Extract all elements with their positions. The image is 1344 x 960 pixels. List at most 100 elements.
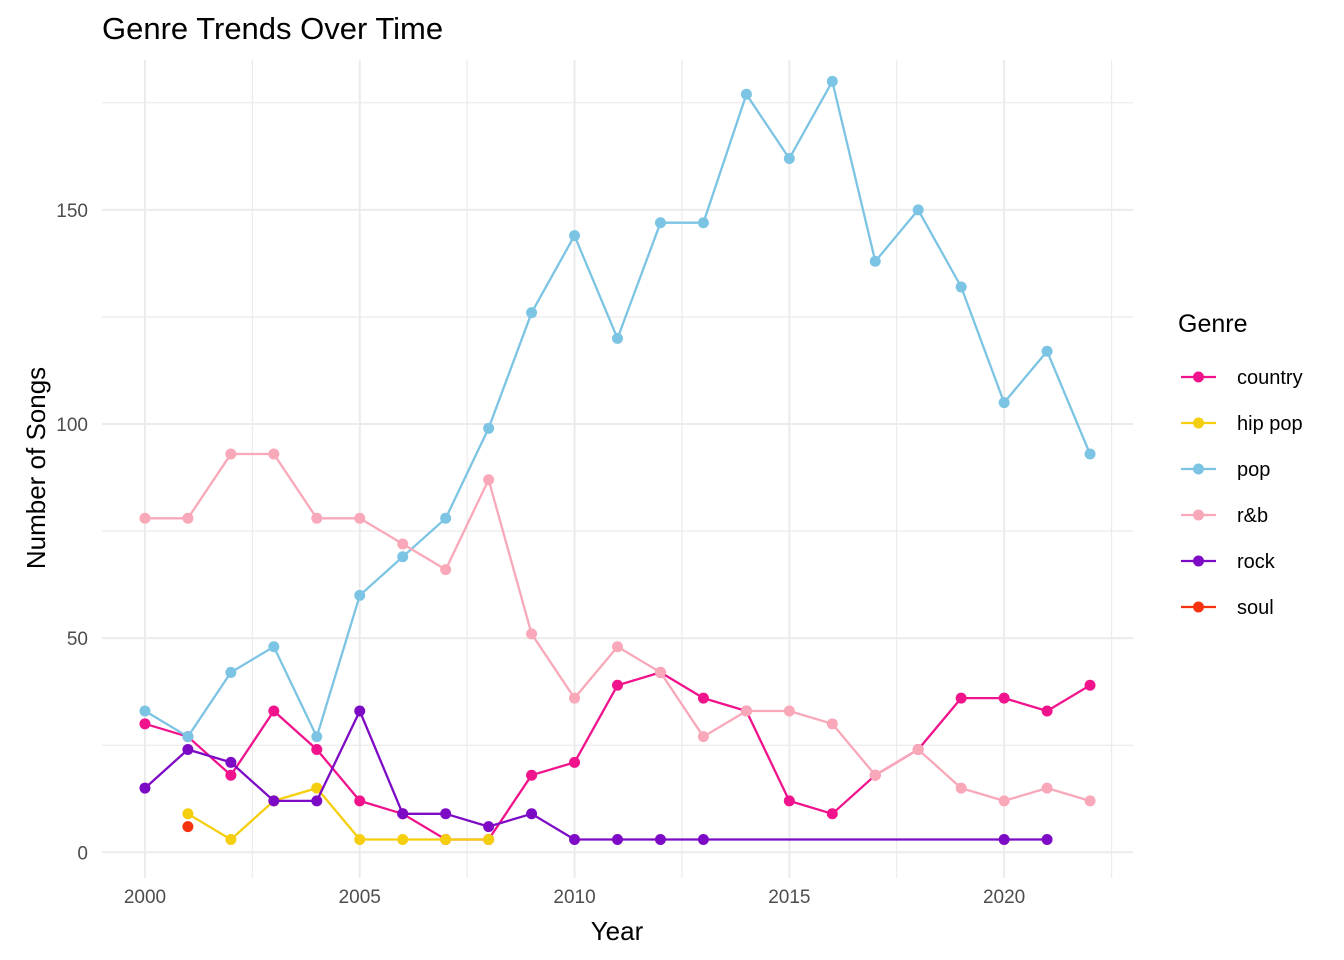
data-point [697,692,709,704]
legend-label: rock [1237,551,1276,573]
data-point [998,397,1010,409]
data-point [1041,705,1053,717]
data-point [998,833,1010,845]
data-point [354,589,366,601]
series-soul [182,821,194,833]
data-point [612,332,623,344]
legend-item: rock [1181,551,1276,573]
data-point [526,769,538,781]
data-point [225,666,237,678]
data-point [740,88,752,100]
data-point [826,808,838,820]
series-line [145,452,1091,803]
data-point [826,75,838,87]
data-point [182,744,194,756]
data-point [139,782,151,794]
data-point [612,679,623,691]
data-point [783,705,795,717]
data-point [955,692,967,704]
data-point [869,769,881,781]
y-tick-label: 150 [56,201,88,222]
y-tick-label: 100 [56,415,88,436]
legend-label: pop [1237,459,1270,481]
legend-key-point [1193,417,1204,429]
data-point [354,833,366,845]
data-point [697,217,709,229]
legend: Genre country hip pop pop r&b rock soul [1178,310,1303,619]
legend-label: soul [1237,597,1274,619]
data-point [268,795,280,807]
data-point [1084,448,1096,460]
data-point [311,795,323,807]
legend-item: country [1181,367,1303,389]
series-layer [139,75,1096,845]
data-point [440,564,452,576]
legend-item: soul [1181,597,1274,619]
data-point [526,628,538,640]
data-point [397,808,409,820]
tick-labels: 2000 2005 2010 2015 2020 0 50 100 150 [56,201,1025,908]
data-point [526,808,538,820]
series-country [139,666,1096,845]
chart-title: Genre Trends Over Time [102,11,443,46]
data-point [526,307,538,319]
x-tick-label: 2020 [983,887,1025,908]
data-point [139,705,151,717]
series-pop [139,75,1096,743]
data-point [268,448,280,460]
data-point [225,448,237,460]
data-point [912,744,924,756]
legend-key-point [1193,601,1204,613]
legend-key-point [1193,555,1204,567]
data-point [225,769,237,781]
data-point [612,641,623,653]
series-r-b [139,448,1096,807]
data-point [569,230,581,242]
grid [102,60,1133,878]
data-point [654,666,666,678]
data-point [483,833,495,845]
data-point [182,731,194,743]
legend-label: hip pop [1237,413,1303,435]
data-point [654,217,666,229]
data-point [311,744,323,756]
data-point [697,833,709,845]
legend-title: Genre [1178,310,1247,338]
data-point [1084,795,1096,807]
data-point [955,782,967,794]
data-point [139,512,151,524]
legend-label: r&b [1237,505,1268,527]
x-tick-label: 2015 [768,887,810,908]
series-line [144,671,1091,841]
series-line [187,786,489,841]
data-point [483,821,495,833]
legend-item: pop [1181,459,1270,481]
data-point [483,474,495,486]
data-point [397,833,409,845]
legend-label: country [1237,367,1303,389]
data-point [1041,833,1053,845]
data-point [483,422,495,434]
data-point [139,718,151,730]
legend-item: r&b [1181,505,1268,527]
data-point [740,705,752,717]
legend-items: country hip pop pop r&b rock soul [1181,367,1303,619]
x-tick-label: 2000 [124,887,166,908]
x-axis-title: Year [591,916,644,946]
data-point [654,833,666,845]
legend-item: hip pop [1181,413,1303,435]
data-point [998,795,1010,807]
x-tick-label: 2010 [553,887,595,908]
series-line [144,709,1048,841]
data-point [268,705,280,717]
data-point [440,808,452,820]
data-point [1041,345,1053,357]
data-point [612,833,623,845]
data-point [268,641,280,653]
data-point [783,795,795,807]
data-point [955,281,967,293]
data-point [182,821,194,833]
data-point [826,718,838,730]
data-point [311,782,323,794]
